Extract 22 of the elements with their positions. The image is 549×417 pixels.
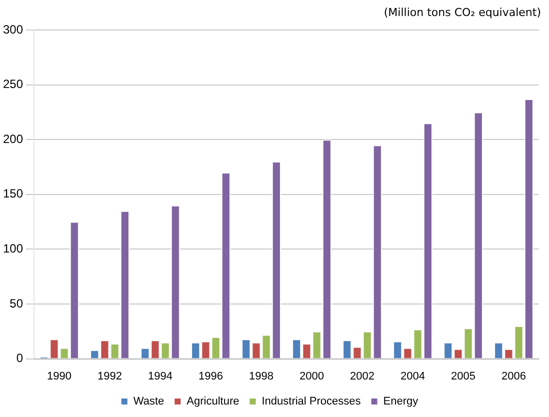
y-tick-label: 100: [2, 242, 24, 256]
x-tick-label: 1990: [47, 370, 72, 382]
x-tick-label: 2005: [451, 370, 476, 382]
x-tick-label: 1996: [198, 370, 224, 382]
x-tick-label: 1998: [249, 370, 274, 382]
legend-label: Agriculture: [186, 396, 240, 408]
x-tick-label: 2000: [300, 370, 324, 382]
x-tick-label: 2004: [400, 370, 425, 382]
y-tick-label: 200: [2, 132, 24, 146]
y-tick-label: 0: [16, 351, 24, 366]
y-axis-title: (Million tons CO₂ equivalent): [384, 6, 541, 19]
x-tick-label: 2002: [350, 370, 374, 382]
legend-label: Industrial Processes: [262, 396, 362, 408]
x-tick-label: 1992: [98, 370, 122, 382]
y-tick-label: 250: [2, 77, 24, 92]
legend-label: Energy: [383, 396, 419, 408]
x-tick-label: 1994: [148, 370, 173, 382]
legend-label: Waste: [133, 396, 164, 408]
y-tick-label: 50: [10, 296, 24, 310]
y-tick-label: 150: [2, 186, 24, 201]
y-tick-label: 300: [2, 22, 24, 36]
x-tick-label: 2006: [502, 370, 526, 382]
